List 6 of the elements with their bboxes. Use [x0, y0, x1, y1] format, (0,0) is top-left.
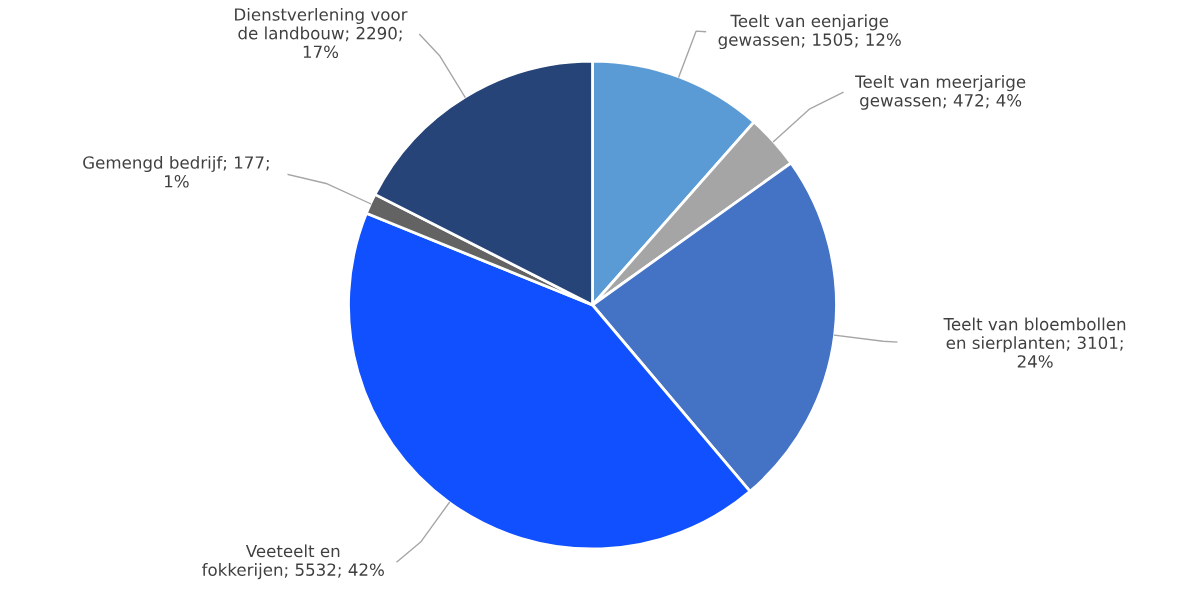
slice-label: Teelt van meerjarige gewassen; 472; 4%	[855, 75, 1026, 110]
slice-label: Gemengd bedrijf; 177; 1%	[83, 155, 269, 188]
slice-label: Teelt van bloembollen en sierplanten; 3101; 24%	[943, 317, 1126, 368]
slice-label: Veeteelt en fokkerijen; 5532; 42%	[202, 544, 384, 580]
slice-label: Teelt van eenjarige gewassen; 1505; 12%	[718, 14, 901, 50]
slice-label: Dienstverlening voor de landbouw; 2290; 17%	[235, 7, 408, 59]
